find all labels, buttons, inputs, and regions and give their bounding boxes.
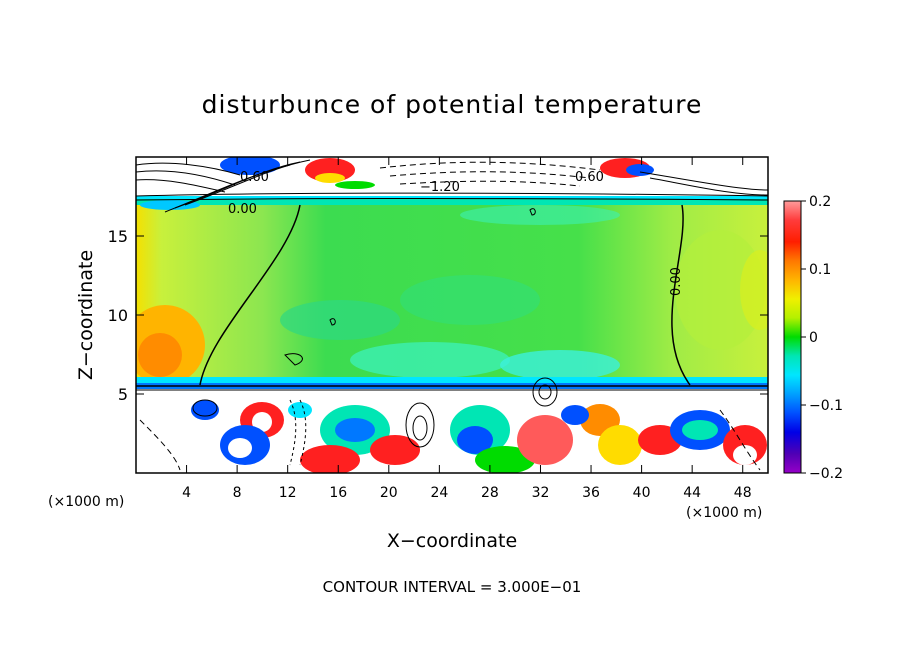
colorbar-tick-label: 0.1 bbox=[809, 262, 831, 278]
y-axis-label: Z−coordinate bbox=[75, 250, 97, 380]
x-tick-label: 32 bbox=[532, 485, 550, 501]
x-tick-label: 20 bbox=[380, 485, 398, 501]
x-tick-label: 44 bbox=[683, 485, 701, 501]
x-axis-ticks: 4 8 12 16 20 24 28 32 36 40 44 48 bbox=[182, 157, 752, 501]
x-tick-label: 8 bbox=[233, 485, 242, 501]
x-unit-label: (×1000 m) bbox=[686, 505, 762, 521]
contour-label: −1.20 bbox=[420, 180, 460, 195]
y-tick-label: 10 bbox=[108, 306, 128, 325]
lower-turbulent-region bbox=[136, 389, 768, 473]
plot-area: 0.60 0.60 −1.20 0.00 0.00 bbox=[136, 157, 768, 473]
y-unit-label: (×1000 m) bbox=[48, 494, 124, 510]
colorbar-tick-label: 0 bbox=[809, 330, 818, 346]
y-axis-ticks: 5 10 15 bbox=[108, 227, 768, 404]
x-tick-label: 28 bbox=[481, 485, 499, 501]
colorbar: 0.2 0.1 0 −0.1 −0.2 bbox=[783, 194, 843, 482]
colorbar-gradient bbox=[783, 200, 802, 474]
x-tick-label: 40 bbox=[633, 485, 651, 501]
contour-label: 0.00 bbox=[228, 202, 257, 217]
contour-interval-note: CONTOUR INTERVAL = 3.000E−01 bbox=[323, 578, 582, 596]
x-tick-label: 24 bbox=[430, 485, 448, 501]
y-tick-label: 15 bbox=[108, 227, 128, 246]
chart-title: disturbunce of potential temperature bbox=[202, 90, 703, 119]
colorbar-tick-label: 0.2 bbox=[809, 194, 831, 210]
contour-label: 0.00 bbox=[669, 267, 684, 296]
colorbar-tick-label: −0.2 bbox=[809, 466, 843, 482]
x-tick-label: 36 bbox=[582, 485, 600, 501]
x-tick-label: 48 bbox=[734, 485, 752, 501]
contour-label: 0.60 bbox=[240, 170, 269, 185]
contour-label: 0.60 bbox=[575, 170, 604, 185]
lower-cyan-band bbox=[136, 377, 768, 387]
colorbar-ticks: 0.2 0.1 0 −0.1 −0.2 bbox=[801, 194, 843, 482]
x-tick-label: 16 bbox=[329, 485, 347, 501]
x-tick-label: 12 bbox=[279, 485, 297, 501]
field-shading bbox=[136, 205, 768, 385]
contour-lines bbox=[136, 159, 768, 471]
x-axis-label: X−coordinate bbox=[387, 530, 517, 552]
upper-region bbox=[136, 157, 768, 210]
y-tick-label: 5 bbox=[118, 385, 128, 404]
colorbar-tick-label: −0.1 bbox=[809, 398, 843, 414]
x-tick-label: 4 bbox=[182, 485, 191, 501]
contour-label-group: 0.60 0.60 −1.20 0.00 0.00 bbox=[228, 170, 684, 296]
